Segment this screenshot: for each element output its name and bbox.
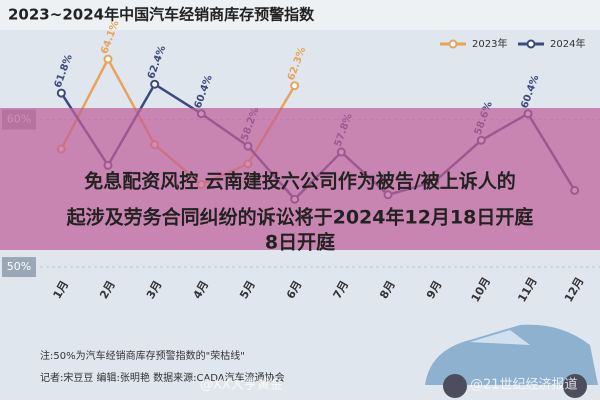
legend-label: 2023年 — [472, 37, 507, 50]
overlay-line: 免息配资风控 云南建投六公司作为被告/被上诉人的 — [84, 170, 516, 193]
legend-swatch-dot — [526, 39, 536, 49]
chart-title: 2023~2024年中国汽车经销商库存预警指数 — [8, 6, 315, 24]
watermark: @XX大亨黄金 — [200, 377, 283, 393]
y-tick-box — [2, 257, 36, 278]
legend-swatch-dot — [448, 39, 458, 49]
watermark: @21世纪经济报道 — [470, 378, 578, 393]
car-illustration — [425, 324, 598, 398]
note: 注:50%为汽车经销商库存预警指数的"荣枯线" — [40, 349, 245, 362]
overlay-line: 起涉及劳务合同纠纷的诉讼将于2024年12月18日开庭 — [66, 206, 534, 229]
data-point — [103, 54, 113, 64]
note: 记者:宋豆豆 编辑:张明艳 数据来源:CADA汽车流通协会 — [40, 371, 285, 384]
overlay-banner — [0, 108, 600, 250]
data-point — [290, 81, 300, 91]
legend-label: 2024年 — [550, 37, 585, 50]
data-point — [150, 79, 160, 89]
overlay-line: 8日开庭 — [265, 231, 335, 254]
y-tick-label: 50% — [7, 260, 31, 273]
title-bar — [0, 0, 600, 30]
data-point — [56, 88, 66, 98]
